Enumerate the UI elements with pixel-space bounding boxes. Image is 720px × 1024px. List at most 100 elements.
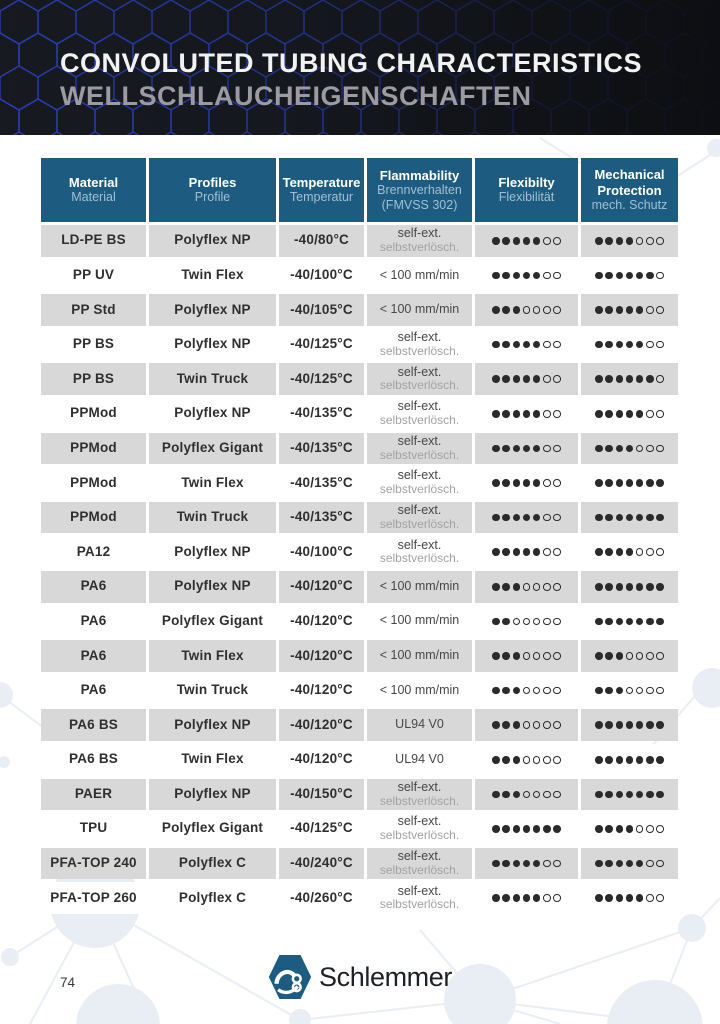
profile-cell: Polyflex NP [149, 536, 276, 568]
material-cell: PFA-TOP 260 [41, 882, 146, 914]
rating-dot-empty [646, 686, 654, 695]
rating-dot-filled [615, 479, 624, 487]
flammability-line1: < 100 mm/min [379, 267, 460, 282]
rating-dot-filled [605, 825, 613, 833]
profile-cell: Polyflex NP [149, 328, 276, 361]
profile-cell: Polyflex NP [149, 709, 276, 741]
rating-dot-filled [615, 271, 624, 280]
rating-dot-empty [553, 237, 561, 245]
temperature-cell: -40/240°C [279, 847, 364, 880]
rating-dot-filled [615, 790, 624, 799]
rating-dot-filled [595, 617, 603, 626]
page-number: 74 [60, 975, 76, 990]
flammability-line1: < 100 mm/min [379, 648, 460, 663]
table-row: PP UV Twin Flex -40/100°C < 100 mm/min [41, 259, 679, 292]
rating-dot-empty [543, 271, 551, 280]
rating-dot-empty [553, 444, 561, 453]
characteristics-table: Material Material Profiles Profile Tempe… [41, 158, 679, 914]
rating-dot-empty [543, 409, 551, 418]
rating-dot-filled [595, 237, 603, 245]
rating-dot-filled [605, 721, 613, 729]
column-header-label-en: Temperature [282, 174, 361, 190]
rating-dot-filled [522, 513, 531, 522]
rating-dot-filled [656, 790, 664, 799]
rating-dot-empty [646, 894, 654, 902]
rating-dot-filled [646, 479, 654, 487]
rating-dot-filled [605, 409, 613, 418]
table-header-row: Material Material Profiles Profile Tempe… [41, 158, 679, 222]
rating-dot-empty [553, 617, 561, 626]
flammability-line2: selbstverlösch. [379, 897, 460, 912]
rating-dot-empty [543, 790, 551, 799]
rating-dot-empty [522, 721, 531, 729]
rating-dot-empty [543, 375, 551, 383]
flexibility-rating [475, 709, 578, 741]
profile-cell: Twin Truck [149, 363, 276, 395]
rating-dot-empty [553, 859, 561, 868]
column-header-label-de: Flexibilität [498, 190, 555, 205]
temperature-cell: -40/120°C [279, 743, 364, 776]
profile-cell: Polyflex NP [149, 570, 276, 603]
flammability-line1: self-ext. [397, 779, 442, 794]
rating-dot-filled [635, 271, 644, 280]
profile-cell: Twin Truck [149, 674, 276, 707]
rating-dot-empty [543, 721, 551, 729]
rating-dot-filled [532, 548, 541, 556]
rating-dot-filled [595, 825, 603, 833]
rating-dot-filled [595, 721, 603, 729]
rating-dot-filled [512, 755, 521, 764]
rating-dot-filled [532, 513, 541, 522]
protection-rating [581, 847, 678, 880]
rating-dot-empty [522, 582, 531, 591]
column-header-profiles: Profiles Profile [149, 158, 276, 222]
flexibility-rating [475, 259, 578, 292]
material-cell: PA6 BS [41, 709, 146, 741]
rating-dot-filled [532, 271, 541, 280]
rating-dot-filled [635, 375, 644, 383]
rating-dot-filled [492, 444, 500, 453]
rating-dot-empty [646, 340, 654, 349]
rating-dot-filled [492, 686, 500, 695]
rating-dot-filled [615, 721, 624, 729]
rating-dot-filled [615, 340, 624, 349]
flammability-cell: < 100 mm/min [367, 640, 472, 672]
profile-cell: Polyflex NP [149, 397, 276, 430]
rating-dot-filled [635, 859, 644, 868]
flammability-line1: self-ext. [397, 883, 442, 898]
table-row: PAER Polyflex NP -40/150°C self-ext. sel… [41, 778, 679, 811]
flammability-line1: < 100 mm/min [379, 682, 460, 697]
rating-dot-empty [656, 340, 664, 349]
rating-dot-filled [502, 271, 510, 280]
rating-dot-filled [605, 513, 613, 522]
protection-rating [581, 397, 678, 430]
flexibility-rating [475, 432, 578, 465]
rating-dot-empty [512, 617, 521, 626]
rating-dot-empty [553, 721, 561, 729]
rating-dot-filled [615, 513, 624, 522]
rating-dot-filled [625, 859, 634, 868]
flammability-line2: selbstverlösch. [379, 793, 460, 808]
table-row: PA6 Twin Flex -40/120°C < 100 mm/min [41, 640, 679, 672]
rating-dot-filled [656, 617, 664, 626]
rating-dot-filled [492, 859, 500, 868]
temperature-cell: -40/150°C [279, 778, 364, 811]
rating-dot-filled [625, 375, 634, 383]
rating-dot-filled [502, 825, 510, 833]
rating-dot-filled [625, 409, 634, 418]
rating-dot-filled [492, 617, 500, 626]
protection-rating [581, 674, 678, 707]
rating-dot-filled [625, 582, 634, 591]
column-header-label-de: mech. Schutz [591, 197, 668, 212]
protection-rating [581, 294, 678, 326]
rating-dot-filled [656, 479, 664, 487]
rating-dot-filled [635, 582, 644, 591]
rating-dot-empty [656, 237, 664, 245]
flexibility-rating [475, 813, 578, 845]
table-row: PP Std Polyflex NP -40/105°C < 100 mm/mi… [41, 294, 679, 326]
rating-dot-filled [646, 582, 654, 591]
rating-dot-filled [635, 755, 644, 764]
rating-dot-empty [532, 652, 541, 660]
rating-dot-filled [512, 444, 521, 453]
rating-dot-filled [522, 479, 531, 487]
rating-dot-filled [625, 479, 634, 487]
